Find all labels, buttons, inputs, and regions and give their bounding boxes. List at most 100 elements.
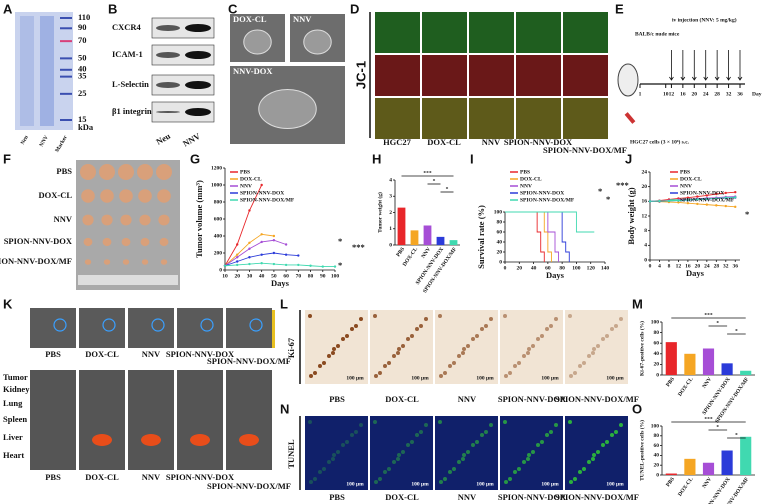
series-line	[224, 239, 287, 267]
group-label: NNV	[458, 492, 477, 502]
y-tick-label: 40	[654, 453, 660, 459]
significance: *	[433, 178, 436, 184]
tumor	[80, 164, 96, 180]
legend-label: SPION-NNV-DOX/MF	[680, 197, 735, 203]
unit: kDa	[78, 122, 94, 132]
stain-dot	[424, 317, 428, 321]
series-line	[649, 191, 736, 202]
stain-dot	[504, 374, 508, 378]
y-tick-label: 24	[642, 169, 648, 175]
stain-dot	[461, 457, 465, 461]
x-axis-label: Days	[271, 278, 290, 288]
stain-dot	[378, 477, 382, 481]
group-label: SPION-NNV-DOX/MF	[207, 356, 291, 366]
organ-label: Spleen	[3, 414, 27, 424]
tumor	[158, 214, 170, 226]
group-label: SPION-NNV-DOX/MF	[207, 481, 291, 491]
stain-dot	[443, 371, 447, 375]
group-label: PBS	[45, 472, 61, 482]
stain-dot	[569, 374, 573, 378]
y-tick-label: 80	[654, 433, 660, 439]
tumor	[138, 189, 152, 203]
band	[185, 81, 211, 89]
lane-label: Neu	[20, 135, 30, 146]
stain-dot	[480, 327, 484, 331]
x-tick-label: NNV	[701, 476, 713, 489]
tumor	[119, 189, 133, 203]
y-tick-label: 200	[214, 250, 223, 256]
panel-letter: A	[3, 1, 13, 16]
bar	[721, 363, 733, 375]
cell-image	[469, 12, 514, 53]
column-label: SPION-NNV-DOX/MF	[543, 145, 627, 155]
stain-dot	[582, 467, 586, 471]
stain-dot	[568, 314, 572, 318]
x-tick-label: PBS	[665, 376, 676, 388]
vesicle	[303, 29, 332, 55]
y-axis-label: Tumor volume (mm³)	[194, 180, 204, 258]
x-tick-label: 36	[733, 263, 739, 269]
x-tick-label: NNV	[420, 246, 432, 259]
schedule-text: HGC27 cells (3 × 10⁶) s.c.	[630, 138, 690, 145]
x-tick-label: 10	[222, 273, 228, 279]
stain-dot	[359, 423, 363, 427]
y-tick-label: 2	[389, 210, 392, 216]
scale-bar: 100 μm	[476, 375, 494, 381]
stain-dot	[331, 351, 335, 355]
y-tick-label: 0	[656, 472, 659, 478]
day-label: 28	[714, 91, 720, 97]
group-label: DOX-CL	[85, 349, 119, 359]
stain-dot	[545, 327, 549, 331]
group-label: NNV	[458, 394, 477, 404]
stain-dot	[475, 334, 479, 338]
y-tick-label: 12	[642, 213, 648, 219]
stain-dot	[619, 423, 623, 427]
tumor	[101, 214, 113, 226]
x-tick-label: 28	[714, 263, 720, 269]
stain-dot	[605, 334, 609, 338]
stain-dot	[452, 361, 456, 365]
stain-dot	[489, 317, 493, 321]
stain-dot	[545, 433, 549, 437]
arrow	[714, 50, 720, 81]
panel-letter: G	[190, 151, 200, 166]
stain-dot	[578, 364, 582, 368]
stain-dot	[406, 443, 410, 447]
scale-bar: 100 μm	[411, 481, 429, 487]
stain-dot	[387, 361, 391, 365]
group-label: NNV	[142, 349, 161, 359]
y-tick-label: 40	[497, 239, 503, 245]
stain-dot	[383, 364, 387, 368]
bar	[721, 450, 733, 475]
tumor	[140, 237, 150, 247]
significance: *	[606, 194, 610, 204]
ivis-image	[177, 308, 223, 348]
stain-dot	[536, 443, 540, 447]
x-tick-label: 60	[545, 265, 551, 271]
ladder-label: 25	[78, 88, 87, 98]
stain-dot	[327, 460, 331, 464]
group-label: PBS	[56, 166, 72, 176]
signal	[239, 434, 259, 446]
ladder-label: 50	[78, 52, 87, 62]
stain-dot	[448, 470, 452, 474]
series-line	[649, 200, 736, 208]
x-tick-label: PBS	[395, 246, 406, 258]
tumor	[82, 214, 94, 226]
x-tick-label: 12	[676, 263, 682, 269]
y-tick-label: 0	[656, 372, 659, 378]
cell-image	[516, 98, 561, 139]
day-label: 36	[737, 91, 743, 97]
x-tick-label: 80	[559, 265, 565, 271]
tumor	[122, 259, 130, 265]
stain-dot	[489, 423, 493, 427]
stain-dot	[396, 351, 400, 355]
y-tick-label: 20	[654, 362, 660, 368]
stain-dot	[568, 420, 572, 424]
series-line	[224, 252, 299, 267]
tumor-roi	[249, 318, 263, 332]
significance: *	[735, 328, 738, 334]
blot	[151, 44, 215, 66]
stain-dot	[517, 467, 521, 471]
cell-image	[516, 55, 561, 96]
